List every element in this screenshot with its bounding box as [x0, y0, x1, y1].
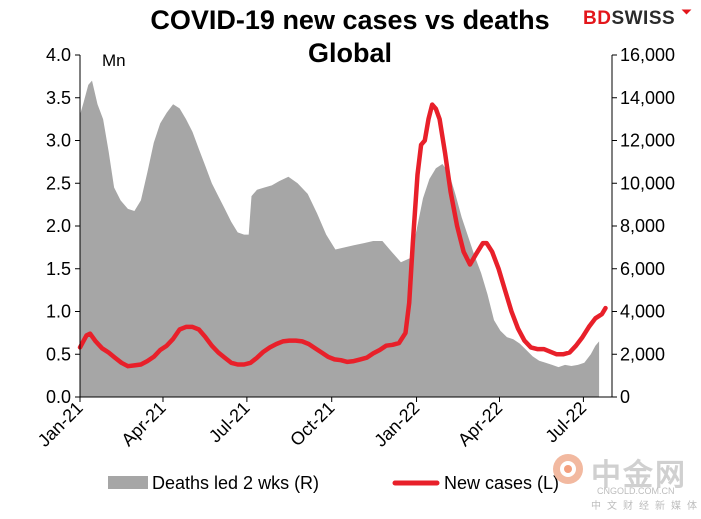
left-axis-unit-label: Mn — [102, 51, 126, 70]
left-tick-label: 0.0 — [46, 387, 71, 407]
watermark-name: 中金网 — [591, 458, 687, 493]
right-tick-label: 12,000 — [620, 131, 675, 151]
x-tick-label: Apr-22 — [454, 398, 506, 450]
left-tick-label: 1.0 — [46, 302, 71, 322]
right-tick-label: 10,000 — [620, 173, 675, 193]
left-tick-label: 2.5 — [46, 173, 71, 193]
right-tick-label: 0 — [620, 387, 630, 407]
x-tick-label: Jul-21 — [205, 398, 254, 447]
left-tick-label: 1.5 — [46, 259, 71, 279]
chart-title-line2: Global — [307, 38, 392, 68]
deaths-area-series — [80, 80, 600, 397]
legend-cases-label: New cases (L) — [444, 473, 559, 493]
right-tick-label: 4,000 — [620, 302, 665, 322]
left-tick-label: 3.0 — [46, 131, 71, 151]
x-tick-label: Jul-22 — [541, 398, 590, 447]
cngold-watermark: 中金网 CNGOLD.COM.CN 中文财经新媒体 — [553, 450, 701, 516]
left-tick-label: 3.5 — [46, 88, 71, 108]
watermark-url: CNGOLD.COM.CN — [597, 486, 675, 496]
left-tick-label: 4.0 — [46, 45, 71, 65]
x-tick-label: Oct-21 — [286, 398, 338, 450]
legend-deaths-swatch — [108, 476, 148, 489]
left-tick-label: 2.0 — [46, 216, 71, 236]
logo-bd-text: BD — [583, 8, 612, 29]
x-tick-label: Apr-21 — [117, 398, 169, 450]
right-tick-label: 16,000 — [620, 45, 675, 65]
right-tick-label: 6,000 — [620, 259, 665, 279]
watermark-sub: 中文财经新媒体 — [591, 501, 701, 512]
x-tick-label: Jan-22 — [370, 398, 423, 451]
right-tick-label: 8,000 — [620, 216, 665, 236]
left-tick-label: 0.5 — [46, 344, 71, 364]
bdswiss-logo: BDSWISS — [583, 4, 692, 30]
new-cases-line-series — [77, 102, 608, 369]
chart-title-line1: COVID-19 new cases vs deaths — [150, 5, 550, 35]
legend-deaths-label: Deaths led 2 wks (R) — [152, 473, 319, 493]
right-tick-label: 2,000 — [620, 344, 665, 364]
right-tick-label: 14,000 — [620, 88, 675, 108]
logo-swiss-text: SWISS — [611, 8, 676, 29]
